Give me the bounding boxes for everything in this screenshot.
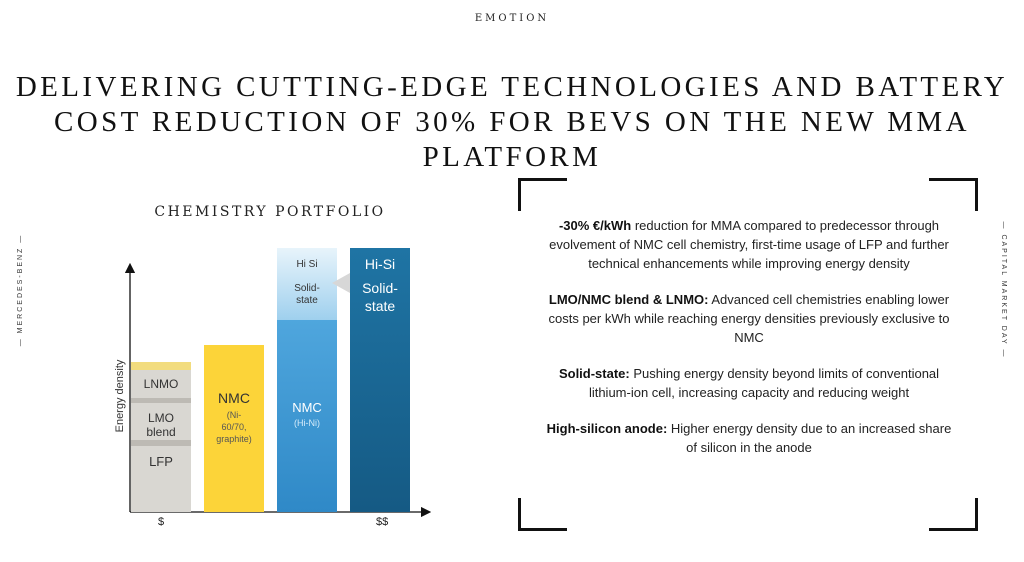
bar-extension: [277, 248, 337, 320]
bar-nmc-hi-ni: [277, 320, 337, 512]
label-state: state: [296, 295, 318, 306]
bullet-text: Pushing energy density beyond limits of …: [588, 366, 940, 400]
chart-title: CHEMISTRY PORTFOLIO: [154, 204, 386, 220]
label-solid: Solid-: [294, 283, 320, 294]
x-label-low: $: [158, 516, 165, 528]
bullet-heading: LMO/NMC blend & LNMO:: [548, 292, 709, 307]
bullet-item: High-silicon anode: Higher energy densit…: [540, 419, 958, 457]
label-lnmo: LNMO: [143, 377, 179, 391]
bullet-list: -30% €/kWh reduction for MMA compared to…: [540, 216, 958, 474]
chemistry-chart: Energy density $ $$ LNMO LMO blend LFP N…: [110, 240, 440, 530]
label-nmc: NMC: [218, 390, 250, 406]
y-axis-label: Energy density: [114, 359, 126, 433]
chart-graphics: [124, 248, 432, 518]
bar-lmo-blend: [131, 402, 191, 440]
label-lmo: LMO: [147, 411, 174, 425]
bar-lnmo: [131, 370, 191, 398]
label-hi-ni: (Hi-Ni): [294, 418, 320, 428]
label-hi-si: Hi Si: [296, 259, 318, 270]
bullet-heading: Solid-state:: [558, 366, 630, 381]
label-nmc-hi-ni: NMC: [292, 400, 322, 415]
text-frame: [518, 178, 978, 531]
bar-nmc: [204, 345, 264, 512]
title-line-1: DELIVERING CUTTING-EDGE TECHNOLOGIES AND…: [15, 71, 1009, 103]
header-label: EMOTION: [474, 13, 550, 24]
side-label-left: — MERCEDES-BENZ —: [17, 233, 24, 347]
bar-lnmo-cap: [131, 362, 191, 370]
label-state-4: state: [364, 298, 396, 314]
title-line-2: COST REDUCTION OF 30% FOR BEVS ON THE NE…: [54, 106, 970, 173]
bar-divider: [131, 398, 191, 403]
page-title: DELIVERING CUTTING-EDGE TECHNOLOGIES AND…: [0, 70, 1024, 175]
bar-solid-state: [350, 248, 410, 512]
bullet-heading: High-silicon anode:: [546, 421, 668, 436]
bar-divider: [131, 440, 191, 446]
bullet-text: Advanced cell chemistries enabling lower…: [548, 292, 950, 345]
frame-corner: [518, 498, 567, 531]
bullet-text: reduction for MMA compared to predecesso…: [549, 218, 949, 271]
bullet-text: Higher energy density due to an increase…: [667, 421, 952, 455]
label-nmc-sub3: graphite): [216, 434, 252, 444]
bullet-item: Solid-state: Pushing energy density beyo…: [540, 364, 958, 402]
frame-corner: [929, 178, 978, 211]
frame-corner: [518, 178, 567, 211]
label-solid-4: Solid-: [362, 280, 398, 296]
label-lfp: LFP: [149, 454, 173, 469]
bullet-item: LMO/NMC blend & LNMO: Advanced cell chem…: [540, 290, 958, 347]
x-label-high: $$: [376, 516, 389, 528]
bar-lfp: [131, 442, 191, 512]
label-nmc-sub1: (Ni-: [226, 410, 242, 420]
frame-corner: [929, 498, 978, 531]
label-blend: blend: [146, 425, 176, 439]
label-hi-si-4: Hi-Si: [364, 256, 396, 272]
transition-arrow: [332, 273, 350, 293]
side-label-right: — CAPITAL MARKET DAY —: [1000, 221, 1007, 359]
label-nmc-sub2: 60/70,: [221, 422, 247, 432]
bullet-item: -30% €/kWh reduction for MMA compared to…: [540, 216, 958, 273]
bullet-heading: -30% €/kWh: [558, 218, 632, 233]
